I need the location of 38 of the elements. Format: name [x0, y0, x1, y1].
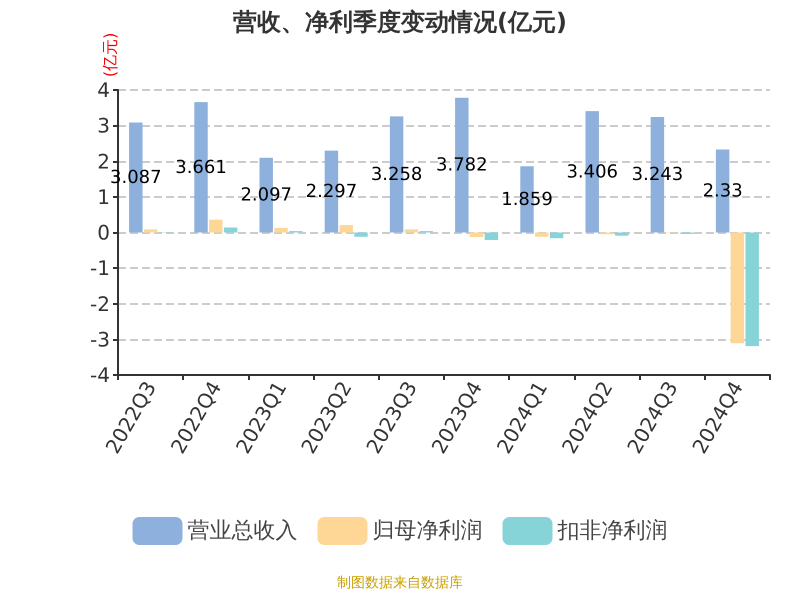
- bar: [615, 232, 629, 236]
- chart-title: 营收、净利季度变动情况(亿元): [232, 8, 567, 36]
- data-label: 1.859: [501, 188, 553, 210]
- text: 制图数据来自数据库: [337, 575, 463, 591]
- bar: [470, 232, 484, 238]
- bar: [274, 228, 288, 232]
- y-tick-label: 0: [97, 220, 110, 244]
- data-label: 3.243: [632, 164, 684, 186]
- bar: [550, 232, 564, 238]
- bar: [730, 232, 744, 344]
- data-label: 2.33: [702, 180, 743, 202]
- legend-label: 扣非净利润: [556, 518, 668, 544]
- data-label: 2.097: [240, 184, 292, 206]
- y-tick-label: -2: [90, 292, 110, 316]
- bar: [484, 232, 498, 240]
- data-label: 3.661: [175, 156, 227, 178]
- y-tick-label: 1: [97, 184, 110, 209]
- bar: [339, 225, 353, 232]
- y-axis-title: (亿元): [100, 32, 120, 78]
- y-tick-label: -4: [90, 363, 110, 387]
- y-tick-label: 4: [97, 78, 110, 102]
- bar: [209, 220, 223, 232]
- legend-label: 归母净利润: [372, 518, 482, 544]
- bar: [404, 229, 418, 232]
- data-label: 3.406: [566, 161, 618, 182]
- y-tick-label: -1: [90, 256, 110, 280]
- y-tick-label: 2: [97, 149, 110, 174]
- data-label: 3.782: [436, 154, 488, 176]
- y-tick-label: -3: [90, 327, 110, 352]
- bar: [144, 229, 158, 232]
- bar: [224, 228, 238, 232]
- bar: [535, 232, 549, 237]
- data-label: 2.297: [306, 181, 358, 202]
- legend-label: 营业总收入: [188, 518, 298, 544]
- bar: [354, 232, 368, 237]
- y-tick-label: 3: [97, 114, 110, 138]
- bar: [745, 232, 759, 346]
- data-label: 3.258: [370, 164, 422, 185]
